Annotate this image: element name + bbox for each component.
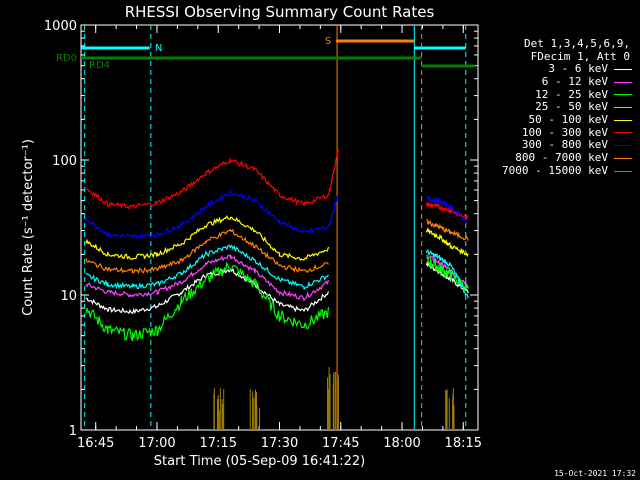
legend-swatch bbox=[614, 107, 632, 109]
series-line-segment bbox=[425, 248, 469, 299]
night-marker-label: N bbox=[155, 43, 162, 54]
series-7 bbox=[85, 218, 469, 275]
legend-item-label: 3 - 6 keV bbox=[548, 62, 608, 76]
series-line-segment bbox=[85, 254, 330, 302]
legend-swatch bbox=[614, 119, 632, 121]
x-axis-label: Start Time (05-Sep-09 16:41:22) bbox=[154, 454, 365, 469]
legend-swatch bbox=[614, 94, 632, 96]
legend-item-label: 7000 - 15000 keV bbox=[502, 163, 608, 177]
y-tick-label: 1000 bbox=[44, 19, 77, 34]
legend-item-label: 100 - 300 keV bbox=[521, 125, 608, 139]
legend-item: 300 - 800 keV bbox=[478, 139, 634, 152]
legend-swatch bbox=[614, 170, 632, 172]
chart-title: RHESSI Observing Summary Count Rates bbox=[125, 3, 435, 21]
legend-swatch bbox=[614, 69, 632, 71]
legend-swatch bbox=[614, 157, 632, 159]
plot-frame bbox=[80, 24, 479, 431]
legend-header-line-2: FDecim 1, Att 0 bbox=[530, 49, 630, 63]
series-line-segment bbox=[85, 261, 330, 342]
series-line-segment bbox=[426, 256, 469, 294]
y-tick-label: 100 bbox=[52, 154, 77, 169]
legend-item: 25 - 50 keV bbox=[478, 101, 634, 114]
series-0 bbox=[85, 260, 469, 315]
series-line-segment bbox=[85, 214, 330, 261]
legend-item: 100 - 300 keV bbox=[478, 125, 634, 140]
x-tick-label: 16:45 bbox=[77, 436, 114, 451]
legend: Det 1,3,4,5,6,9, FDecim 1, Att 0 3 - 6 k… bbox=[478, 37, 634, 177]
legend-entries: 3 - 6 keV 6 - 12 keV 12 - 25 keV 25 - 50 ke… bbox=[478, 63, 634, 177]
series-6 bbox=[85, 190, 469, 240]
series-line-segment bbox=[425, 227, 469, 258]
series-line-segment bbox=[85, 244, 329, 290]
series-line-segment bbox=[85, 190, 339, 240]
series-line-segment bbox=[426, 195, 469, 225]
saa-marker-label: S bbox=[325, 36, 331, 47]
series-4 bbox=[85, 214, 469, 261]
x-tick-label: 17:00 bbox=[138, 436, 175, 451]
legend-swatch bbox=[614, 81, 632, 83]
rd0-label: RD0 bbox=[56, 53, 77, 64]
legend-header-line-1: Det 1,3,4,5,6,9, bbox=[524, 37, 630, 50]
y-tick-label: 10 bbox=[60, 289, 77, 304]
series-line-segment bbox=[425, 202, 469, 220]
series-line-segment bbox=[85, 228, 329, 275]
x-tick-label: 18:15 bbox=[445, 436, 482, 451]
legend-item-label: 300 - 800 keV bbox=[521, 138, 608, 152]
legend-item: 12 - 25 keV bbox=[478, 87, 634, 102]
legend-item-label: 800 - 7000 keV bbox=[515, 151, 608, 165]
rd4-label: RD4 bbox=[89, 60, 110, 71]
x-tick-label: 17:45 bbox=[322, 436, 359, 451]
series-3 bbox=[85, 244, 469, 299]
legend-item-label: 6 - 12 keV bbox=[541, 74, 608, 88]
legend-item: 3 - 6 keV bbox=[478, 63, 634, 76]
legend-item: 7000 - 15000 keV bbox=[478, 163, 634, 178]
timestamp: 15-Oct-2021 17:32 bbox=[554, 469, 636, 478]
legend-item: 50 - 100 keV bbox=[478, 112, 634, 127]
x-tick-label: 17:15 bbox=[200, 436, 237, 451]
y-tick-label: 1 bbox=[69, 424, 77, 439]
legend-item-label: 50 - 100 keV bbox=[528, 112, 608, 126]
series-line-segment bbox=[85, 149, 339, 210]
legend-item-label: 12 - 25 keV bbox=[535, 87, 608, 101]
series-8 bbox=[213, 367, 455, 430]
series-2 bbox=[85, 256, 469, 342]
legend-swatch bbox=[614, 145, 632, 147]
legend-swatch bbox=[614, 132, 632, 134]
y-axis-label: Count Rate (s⁻¹ detector⁻¹) bbox=[21, 139, 36, 316]
legend-item-label: 25 - 50 keV bbox=[535, 100, 608, 114]
legend-item: 800 - 7000 keV bbox=[478, 151, 634, 165]
legend-item: 6 - 12 keV bbox=[478, 74, 634, 89]
series-5 bbox=[85, 149, 469, 220]
series-line-segment bbox=[426, 218, 469, 241]
x-tick-label: 17:30 bbox=[261, 436, 298, 451]
x-tick-label: 18:00 bbox=[383, 436, 420, 451]
